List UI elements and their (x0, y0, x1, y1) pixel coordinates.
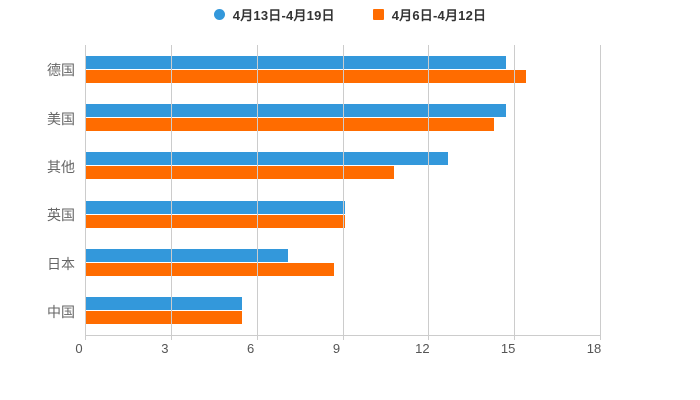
chart-legend: 4月13日-4月19日 4月6日-4月12日 (0, 5, 700, 24)
gridline-x-6 (256, 45, 258, 335)
gridline-x-9 (342, 45, 344, 335)
bar-德国-series1[interactable] (85, 55, 506, 69)
x-axis-tick (514, 335, 516, 340)
bar-美国-series2[interactable] (85, 118, 495, 131)
gridline-x-18 (600, 45, 601, 335)
legend-item-series2[interactable]: 4月6日-4月12日 (372, 5, 487, 24)
gridline-x-15 (514, 45, 516, 335)
bar-德国-series2[interactable] (85, 69, 526, 83)
legend-item-series1[interactable]: 4月13日-4月19日 (213, 5, 335, 24)
bar-英国-series1[interactable] (85, 200, 346, 214)
x-axis-tick (600, 335, 601, 340)
bar-中国-series2[interactable] (85, 311, 243, 325)
x-tick-label: 0 (75, 341, 83, 356)
x-axis-tick (170, 335, 172, 340)
bar-中国-series1[interactable] (85, 297, 243, 311)
y-category-label-1: 德国 (47, 62, 75, 79)
x-axis-tick (428, 335, 430, 340)
x-tick-label: 3 (161, 341, 169, 356)
x-tick-label: 12 (415, 341, 430, 356)
legend-square-marker (372, 9, 384, 20)
x-axis-tick (85, 335, 86, 340)
bar-其他-series2[interactable] (85, 166, 394, 180)
x-axis-tick (256, 335, 258, 340)
legend-circle-marker (213, 9, 225, 20)
y-category-label-2: 美国 (47, 110, 75, 127)
bar-日本-series1[interactable] (85, 249, 289, 262)
y-category-label-3: 其他 (47, 158, 75, 175)
bar-英国-series2[interactable] (85, 214, 346, 228)
gridline-x-3 (170, 45, 172, 335)
bar-其他-series1[interactable] (85, 152, 449, 166)
bar-日本-series2[interactable] (85, 263, 334, 276)
x-tick-label: 18 (586, 341, 602, 356)
bar-美国-series1[interactable] (85, 104, 506, 117)
x-tick-label: 15 (500, 341, 516, 356)
y-category-label-4: 英国 (47, 207, 75, 224)
x-tick-label: 9 (332, 341, 341, 356)
legend-label: 4月6日-4月12日 (391, 8, 487, 23)
x-axis-tick (342, 335, 344, 340)
x-axis-line (85, 335, 600, 336)
gridline-x-12 (428, 45, 430, 335)
x-tick-label: 6 (247, 341, 255, 356)
y-category-label-6: 中国 (47, 303, 75, 320)
y-category-label-5: 日本 (47, 255, 75, 272)
gridline-x-0 (85, 45, 86, 335)
legend-label: 4月13日-4月19日 (232, 8, 335, 23)
